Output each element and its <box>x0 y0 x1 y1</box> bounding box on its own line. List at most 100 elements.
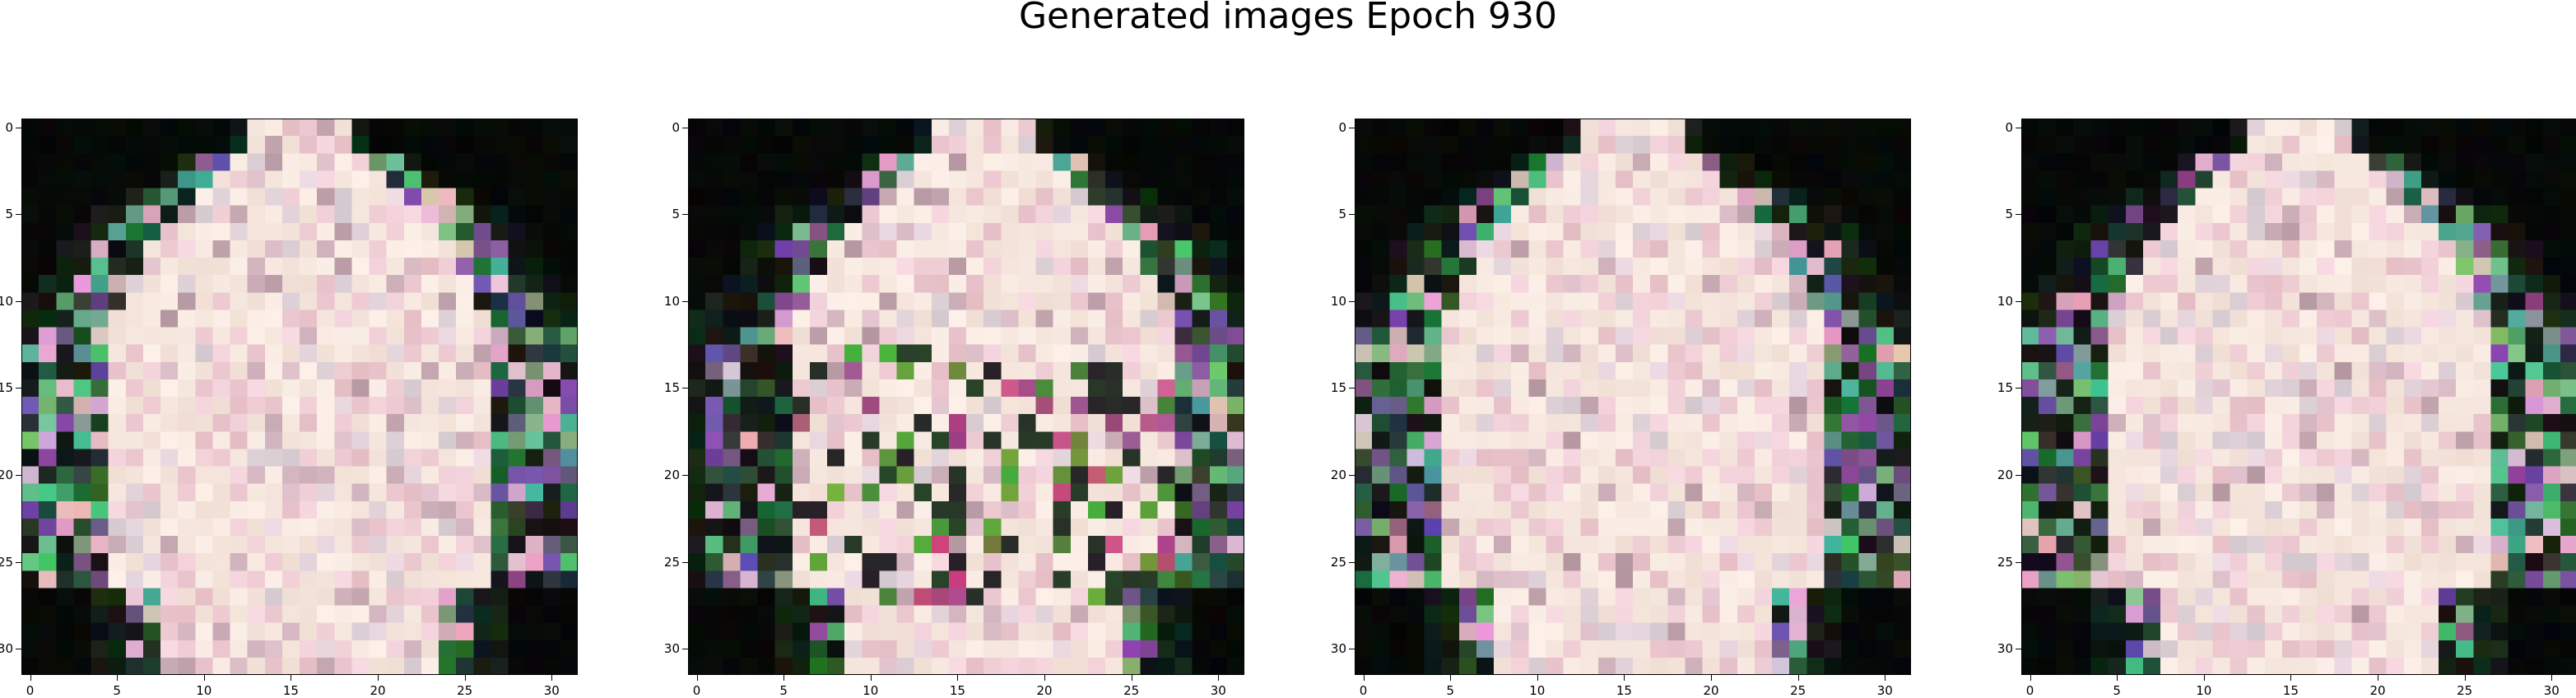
x-tick-mark <box>30 675 31 681</box>
x-tick-label: 25 <box>457 683 473 698</box>
y-tick-mark <box>2016 214 2021 216</box>
x-tick-mark <box>1218 675 1220 681</box>
x-tick-mark <box>203 675 205 681</box>
generated-image-4-pixels <box>2021 119 2576 675</box>
y-tick-label: 30 <box>1330 641 1346 657</box>
x-tick-label: 5 <box>1446 683 1454 698</box>
y-tick-label: 5 <box>5 207 13 222</box>
x-tick-mark <box>1363 675 1365 681</box>
y-tick-mark <box>16 214 21 216</box>
x-tick-label: 10 <box>196 683 212 698</box>
y-tick-mark <box>16 388 21 389</box>
x-tick-label: 5 <box>2113 683 2121 698</box>
y-tick-mark <box>1349 475 1355 477</box>
y-tick-label: 10 <box>663 293 680 309</box>
x-tick-mark <box>2030 675 2031 681</box>
x-tick-label: 15 <box>1616 683 1632 698</box>
y-tick-mark <box>682 475 688 477</box>
y-tick-label: 15 <box>1330 380 1346 396</box>
x-tick-label: 10 <box>1529 683 1546 698</box>
generated-image-3: 0 0 5 5 10 10 15 15 20 20 25 25 30 30 <box>1331 119 1911 698</box>
y-tick-label: 15 <box>1997 380 2013 396</box>
y-tick-mark <box>1349 300 1355 302</box>
generated-image-2: 0 0 5 5 10 10 15 15 20 20 25 25 30 30 <box>664 119 1244 698</box>
x-tick-label: 5 <box>779 683 788 698</box>
x-tick-mark <box>2464 675 2466 681</box>
x-tick-label: 10 <box>2196 683 2212 698</box>
x-tick-label: 0 <box>26 683 35 698</box>
x-tick-mark <box>696 675 698 681</box>
y-tick-label: 15 <box>0 380 13 396</box>
x-tick-label: 15 <box>949 683 965 698</box>
y-tick-label: 20 <box>0 468 13 483</box>
x-tick-mark <box>1711 675 1713 681</box>
y-tick-label: 20 <box>1997 468 2013 483</box>
generated-image-3-pixels <box>1355 119 1911 675</box>
x-tick-label: 25 <box>1790 683 1806 698</box>
y-tick-mark <box>2016 300 2021 302</box>
x-tick-label: 10 <box>863 683 879 698</box>
y-tick-label: 0 <box>1338 119 1346 135</box>
y-tick-label: 30 <box>663 641 680 657</box>
x-tick-label: 0 <box>692 683 701 698</box>
x-tick-label: 30 <box>543 683 560 698</box>
x-tick-mark <box>2551 675 2553 681</box>
x-tick-mark <box>1624 675 1625 681</box>
y-tick-label: 10 <box>1330 293 1346 309</box>
x-tick-label: 15 <box>2282 683 2299 698</box>
x-tick-mark <box>1450 675 1452 681</box>
x-tick-label: 0 <box>1359 683 1368 698</box>
y-tick-label: 0 <box>672 119 680 135</box>
x-tick-label: 5 <box>113 683 121 698</box>
x-tick-label: 0 <box>2025 683 2034 698</box>
x-tick-label: 20 <box>1703 683 1719 698</box>
y-tick-mark <box>682 561 688 563</box>
x-tick-mark <box>957 675 959 681</box>
y-tick-mark <box>682 214 688 216</box>
y-tick-label: 25 <box>1997 554 2013 570</box>
y-tick-label: 10 <box>1997 293 2013 309</box>
x-tick-label: 20 <box>1036 683 1053 698</box>
x-tick-mark <box>464 675 466 681</box>
y-tick-label: 30 <box>0 641 13 657</box>
x-tick-label: 20 <box>370 683 386 698</box>
y-tick-label: 5 <box>672 207 680 222</box>
x-tick-mark <box>1885 675 1886 681</box>
y-tick-label: 20 <box>1330 468 1346 483</box>
x-tick-mark <box>117 675 119 681</box>
generated-image-4: 0 0 5 5 10 10 15 15 20 20 25 25 30 30 <box>1997 119 2576 698</box>
y-tick-label: 25 <box>0 554 13 570</box>
figure-title: Generated images Epoch 930 <box>1018 0 1558 37</box>
x-tick-mark <box>2117 675 2118 681</box>
y-tick-mark <box>16 300 21 302</box>
x-tick-label: 30 <box>2543 683 2560 698</box>
y-tick-mark <box>682 388 688 389</box>
y-tick-label: 0 <box>2005 119 2013 135</box>
x-tick-mark <box>1044 675 1046 681</box>
x-tick-mark <box>2203 675 2205 681</box>
y-tick-label: 30 <box>1997 641 2013 657</box>
x-tick-mark <box>783 675 785 681</box>
x-tick-label: 30 <box>1210 683 1226 698</box>
x-tick-mark <box>870 675 872 681</box>
y-tick-label: 20 <box>663 468 680 483</box>
y-tick-label: 25 <box>1330 554 1346 570</box>
x-tick-label: 15 <box>282 683 299 698</box>
generated-image-2-pixels <box>688 119 1244 675</box>
x-tick-mark <box>1537 675 1538 681</box>
generated-image-1-pixels <box>21 119 578 675</box>
y-tick-mark <box>682 300 688 302</box>
y-tick-mark <box>1349 388 1355 389</box>
x-tick-label: 25 <box>2457 683 2473 698</box>
y-tick-label: 25 <box>663 554 680 570</box>
y-tick-mark <box>2016 475 2021 477</box>
x-tick-mark <box>2290 675 2292 681</box>
x-tick-mark <box>551 675 553 681</box>
y-tick-label: 15 <box>663 380 680 396</box>
y-tick-mark <box>16 475 21 477</box>
y-tick-label: 10 <box>0 293 13 309</box>
x-tick-label: 25 <box>1123 683 1140 698</box>
x-tick-mark <box>1797 675 1799 681</box>
x-tick-mark <box>378 675 379 681</box>
generated-image-1: 0 0 5 5 10 10 15 15 20 20 25 25 30 30 <box>0 119 578 698</box>
